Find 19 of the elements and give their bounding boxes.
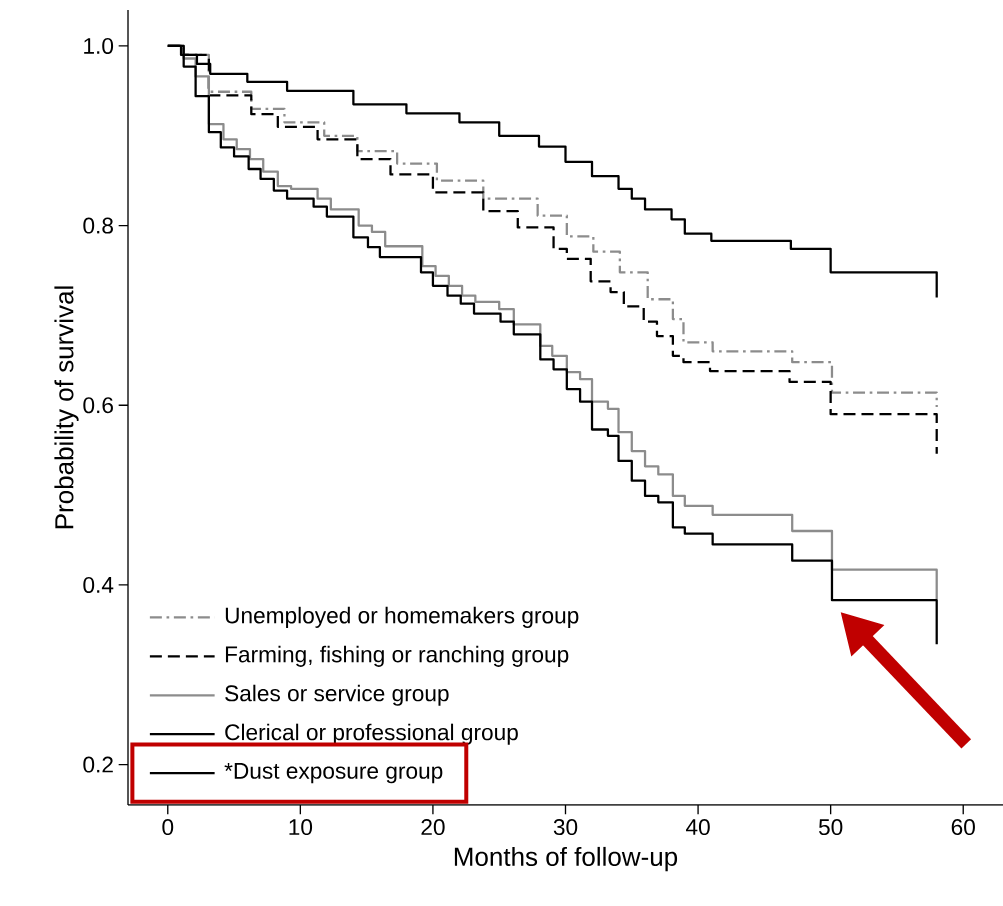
y-tick-label: 0.4 (83, 576, 114, 593)
legend-label: Clerical or professional group (225, 723, 518, 745)
x-tick-label: 60 (951, 819, 975, 836)
x-axis-title: Months of follow-up (454, 846, 678, 872)
legend-label: Sales or service group (225, 684, 449, 706)
x-tick-label: 20 (421, 819, 445, 836)
y-axis-title: Probability of survival (54, 286, 79, 529)
y-tick-label: 1.0 (84, 37, 114, 54)
y-tick-label: 0.8 (83, 217, 113, 234)
x-tick-label: 30 (553, 819, 578, 836)
legend-label: Farming, fishing or ranching group (225, 645, 569, 667)
x-tick-label: 0 (162, 819, 174, 836)
y-tick-label: 0.2 (83, 756, 113, 773)
legend-label: Unemployed or homemakers group (225, 606, 579, 628)
y-tick-label: 0.6 (83, 397, 113, 414)
x-tick-label: 50 (818, 819, 843, 836)
x-tick-label: 10 (289, 819, 313, 836)
legend-label: *Dust exposure group (224, 763, 443, 784)
x-tick-label: 40 (685, 819, 710, 836)
